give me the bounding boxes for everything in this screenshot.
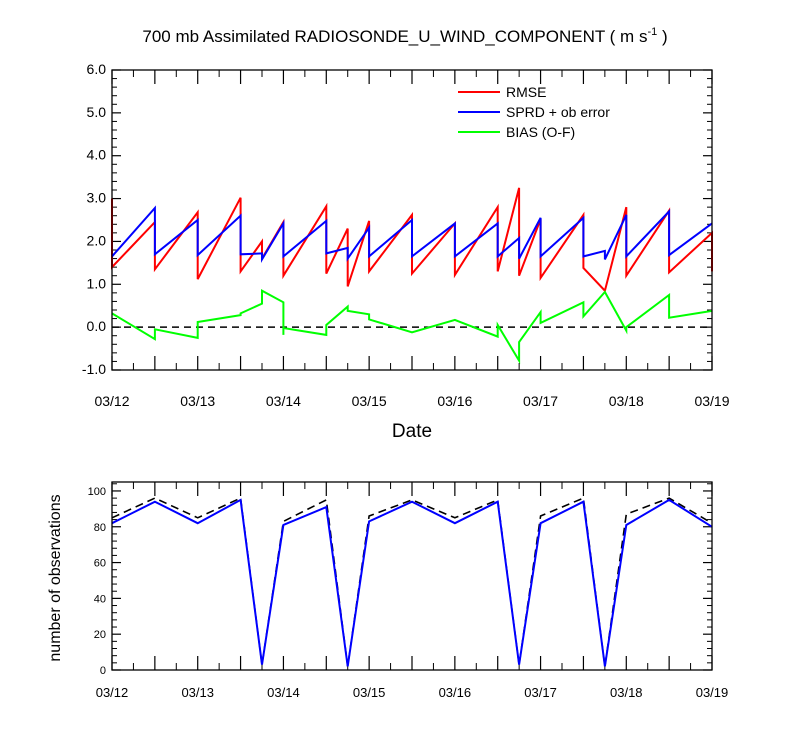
top-y-tick-labels: -1.0 0.0 1.0 2.0 3.0 4.0 5.0 6.0 xyxy=(82,61,106,377)
x-tick-label: 03/19 xyxy=(696,685,729,700)
y-tick-label: 4.0 xyxy=(87,147,107,163)
legend-rmse-label: RMSE xyxy=(506,84,546,100)
y-tick-label: -1.0 xyxy=(82,361,106,377)
top-x-tick-labels: 03/12 03/13 03/14 03/15 03/16 03/17 03/18 03/19 xyxy=(94,393,729,409)
series-line-bias-o-f xyxy=(111,289,713,365)
y-tick-label: 100 xyxy=(88,486,106,498)
y-tick-label: 0 xyxy=(100,665,106,677)
y-axis-label: number of observations xyxy=(47,494,64,661)
x-tick-label: 03/13 xyxy=(181,685,214,700)
chart-title: 700 mb Assimilated RADIOSONDE_U_WIND_COM… xyxy=(142,26,667,46)
x-tick-label: 03/12 xyxy=(96,685,129,700)
series-line-observations-dashed xyxy=(111,496,713,667)
y-tick-label: 5.0 xyxy=(87,104,107,120)
bottom-series xyxy=(111,496,713,667)
y-tick-label: 6.0 xyxy=(87,61,107,77)
title-main: 700 mb Assimilated RADIOSONDE_U_WIND_COM… xyxy=(142,27,647,46)
y-tick-label: 80 xyxy=(94,522,106,534)
legend: RMSE SPRD + ob error BIAS (O-F) xyxy=(458,84,610,140)
x-tick-label: 03/18 xyxy=(610,685,643,700)
x-tick-label: 03/14 xyxy=(267,685,300,700)
x-axis-label: Date xyxy=(392,421,432,442)
bottom-grid-ticks xyxy=(111,482,713,671)
x-tick-label: 03/16 xyxy=(439,685,472,700)
y-tick-label: 60 xyxy=(94,558,106,570)
title-end: ) xyxy=(657,27,667,46)
bottom-x-tick-labels: 03/12 03/13 03/14 03/15 03/16 03/17 03/18 03/19 xyxy=(96,685,729,700)
x-tick-label: 03/18 xyxy=(609,393,644,409)
top-panel: -1.00.01.02.03.04.05.06.0 03/12 03/13 03/1… xyxy=(82,61,730,442)
y-tick-label: 3.0 xyxy=(87,190,107,206)
x-tick-label: 03/15 xyxy=(352,393,387,409)
title-superscript: -1 xyxy=(647,26,657,38)
x-tick-label: 03/19 xyxy=(694,393,729,409)
series-line-observations-used xyxy=(111,498,713,667)
y-tick-label: 40 xyxy=(94,593,106,605)
x-tick-label: 03/13 xyxy=(180,393,215,409)
y-tick-label: 20 xyxy=(94,629,106,641)
legend-sprd-label: SPRD + ob error xyxy=(506,104,610,120)
x-tick-label: 03/17 xyxy=(524,685,557,700)
bottom-y-tick-labels: 0 20 40 60 80 100 xyxy=(88,486,106,677)
x-tick-label: 03/14 xyxy=(266,393,301,409)
y-tick-label: 0.0 xyxy=(87,318,107,334)
legend-bias-label: BIAS (O-F) xyxy=(506,124,575,140)
top-plot-frame xyxy=(111,69,713,371)
y-tick-label: 2.0 xyxy=(87,232,107,248)
series-line-sprd-ob-error xyxy=(111,205,713,264)
x-tick-label: 03/15 xyxy=(353,685,386,700)
y-tick-label: 1.0 xyxy=(87,275,107,291)
x-tick-label: 03/17 xyxy=(523,393,558,409)
x-tick-label: 03/16 xyxy=(437,393,472,409)
top-series xyxy=(111,187,713,365)
top-grid-ticks xyxy=(111,69,713,371)
x-tick-label: 03/12 xyxy=(94,393,129,409)
bottom-plot-frame xyxy=(111,481,713,671)
